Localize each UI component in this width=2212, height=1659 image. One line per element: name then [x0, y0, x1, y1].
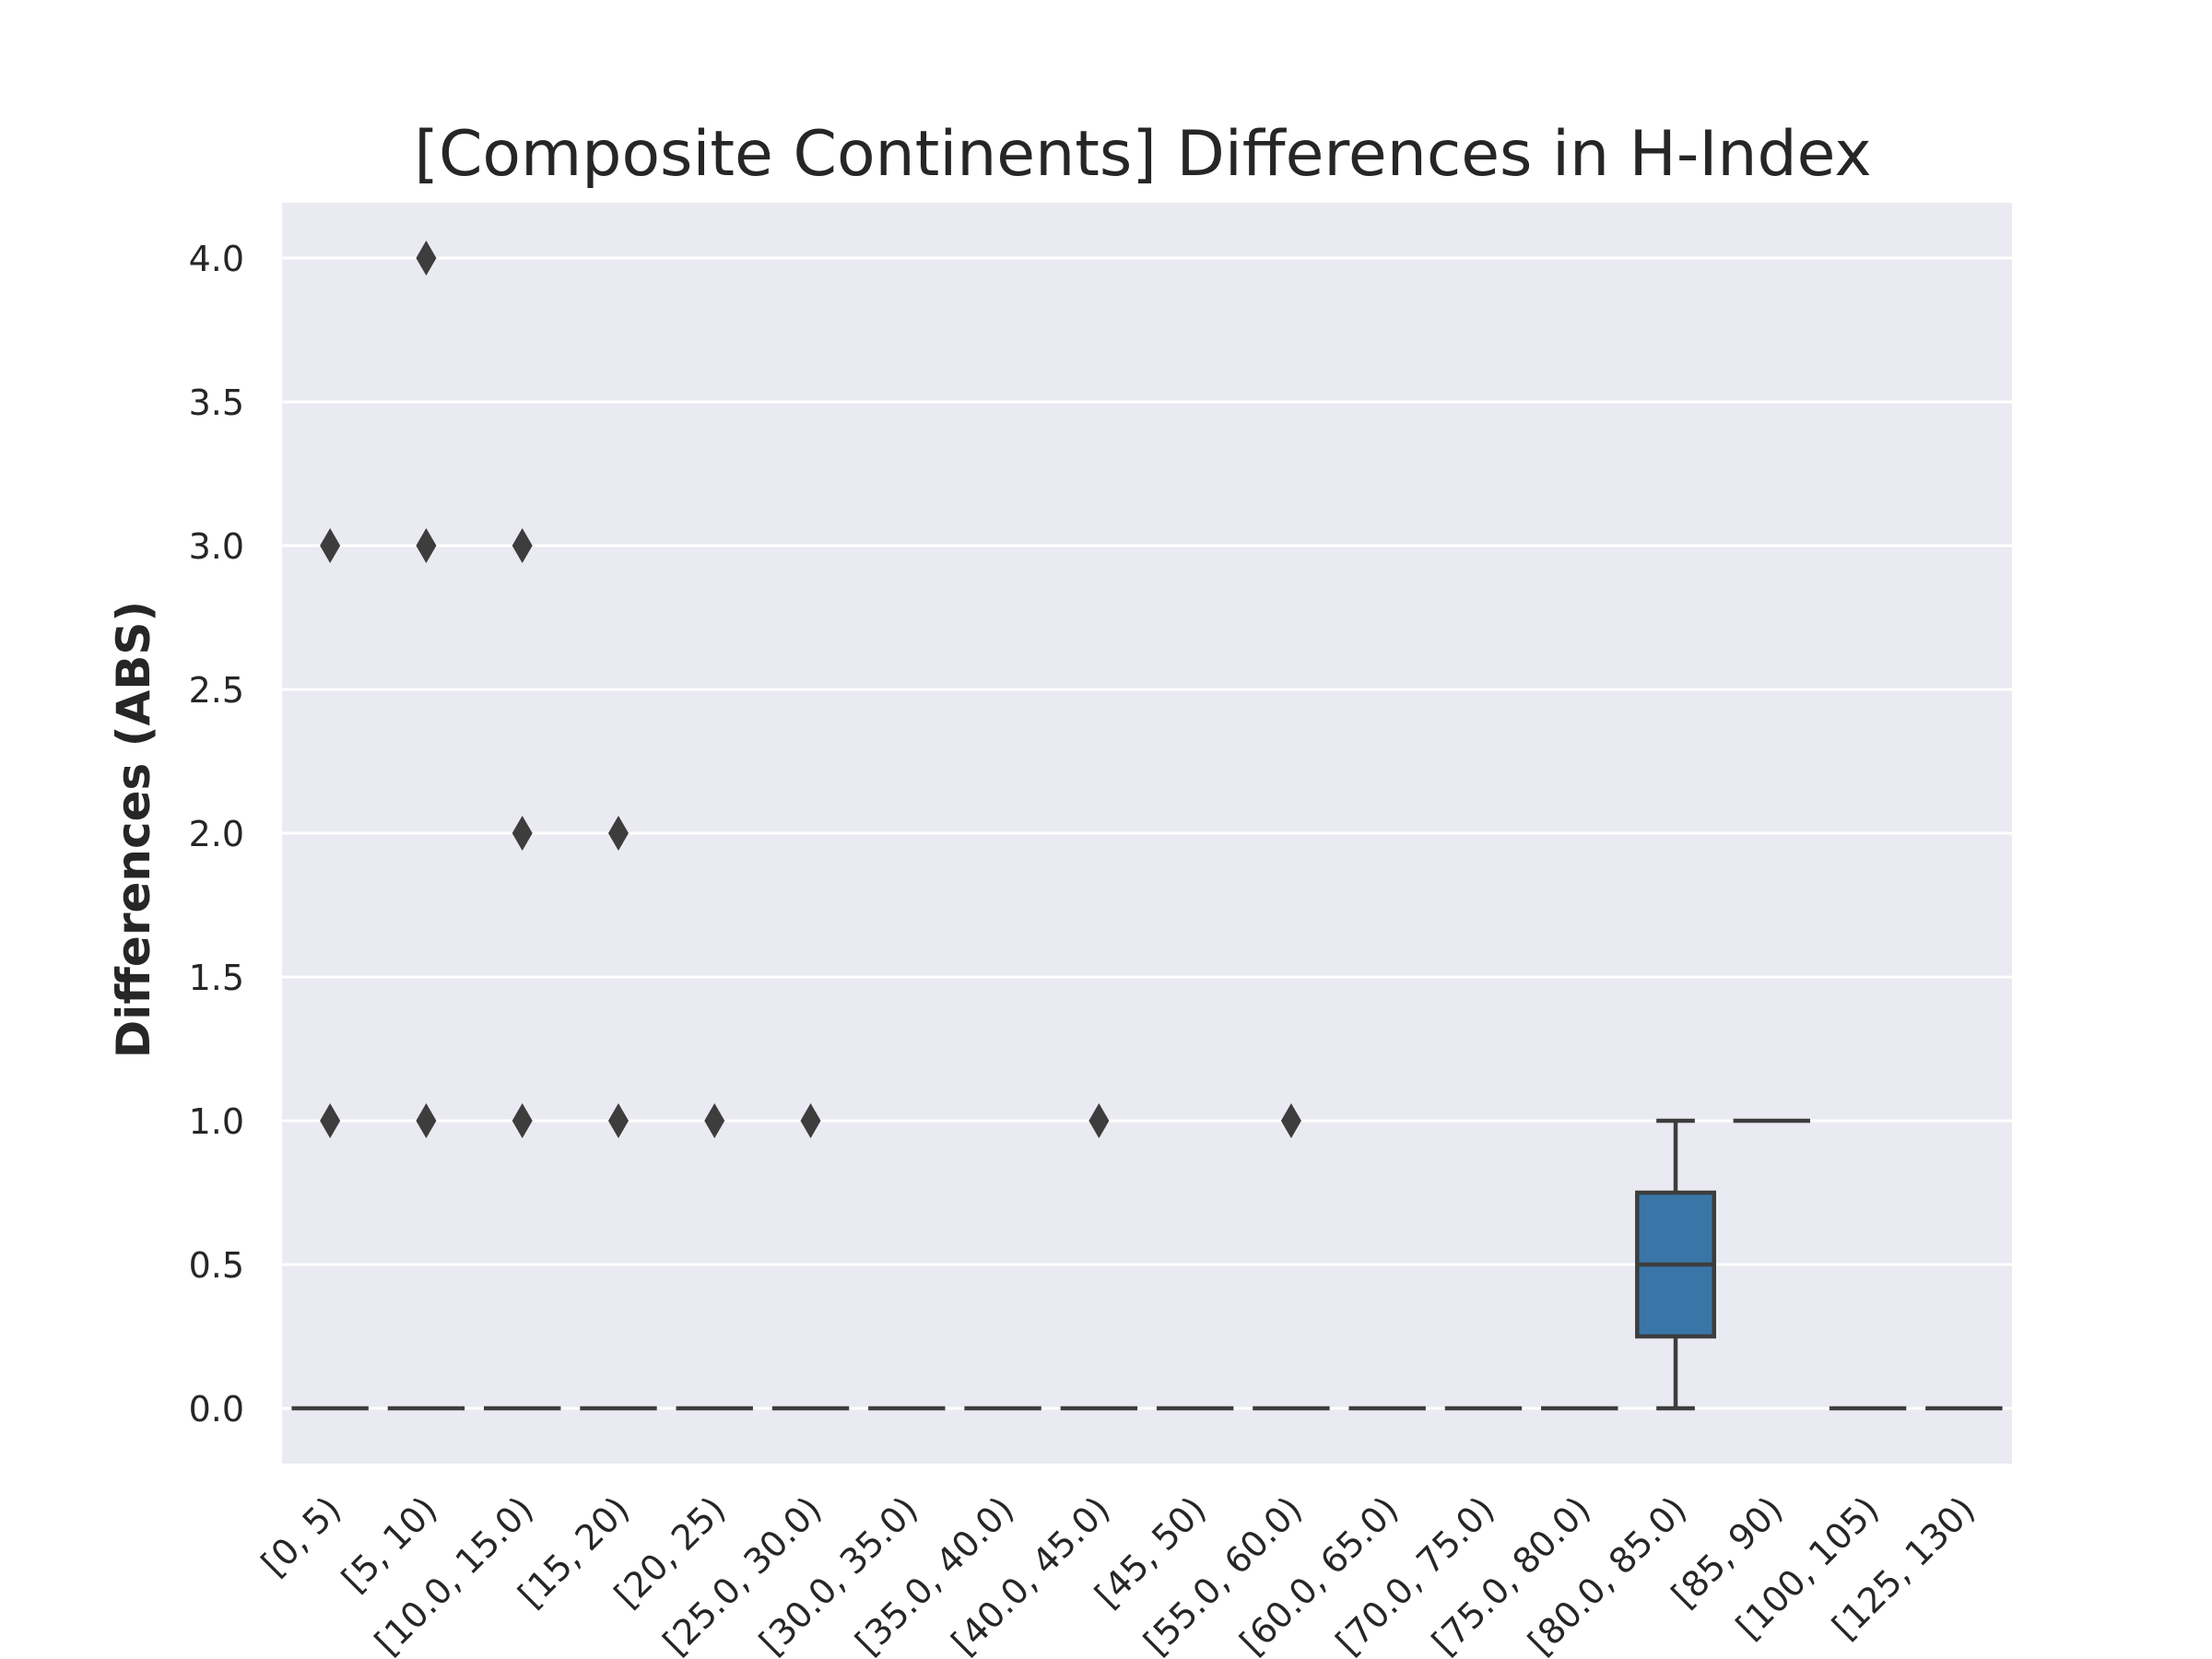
box-3 [580, 816, 657, 1411]
box-4 [676, 1103, 753, 1411]
y-tick-label: 0.0 [189, 1389, 244, 1430]
x-axis-ticks: [0, 5)[5, 10)[10.0, 15.0)[15, 20)[20, 25… [253, 1488, 1983, 1659]
y-tick-label: 4.0 [189, 239, 244, 279]
outlier-point [320, 528, 341, 563]
y-tick-label: 1.0 [189, 1101, 244, 1142]
chart-title: [Composite Continents] Differences in H-… [414, 118, 1871, 191]
box-14 [1635, 1118, 1716, 1411]
box-series [291, 241, 2003, 1411]
box-5 [771, 1103, 850, 1411]
outlier-point [416, 1103, 437, 1138]
grid-lines [282, 256, 2012, 1410]
y-tick-label: 1.5 [189, 958, 244, 998]
outlier-point [1088, 1103, 1110, 1138]
y-axis-ticks: 0.0 0.5 1.0 1.5 2.0 2.5 3.0 3.5 4.0 [189, 239, 244, 1430]
outlier-point [416, 241, 437, 276]
outlier-point [607, 816, 629, 851]
outlier-point [512, 528, 533, 563]
y-tick-label: 2.0 [189, 814, 244, 854]
y-axis-label: Differences (ABS) [107, 601, 160, 1058]
outlier-point [704, 1103, 725, 1138]
y-tick-label: 3.0 [189, 526, 244, 567]
box-0 [291, 528, 369, 1411]
outlier-point [512, 1103, 533, 1138]
box-8 [1060, 1103, 1138, 1411]
outlier-point [800, 1103, 821, 1138]
outlier-point [1280, 1103, 1301, 1138]
y-tick-label: 2.5 [189, 670, 244, 711]
y-tick-label: 0.5 [189, 1245, 244, 1286]
outlier-point [416, 528, 437, 563]
box-1 [387, 241, 465, 1411]
y-tick-label: 3.5 [189, 382, 244, 423]
box-10 [1253, 1103, 1330, 1411]
outlier-point [607, 1103, 629, 1138]
outlier-point [320, 1103, 341, 1138]
outlier-point [512, 816, 533, 851]
box-2 [483, 528, 561, 1411]
